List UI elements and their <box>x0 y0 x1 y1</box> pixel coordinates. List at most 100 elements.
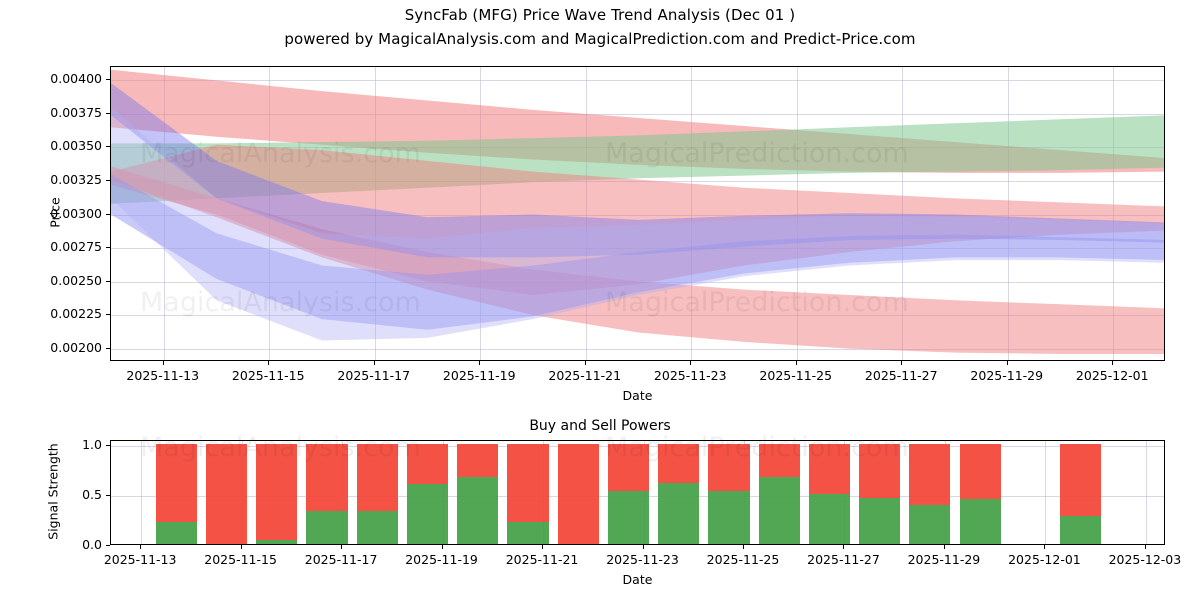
sell-power-segment <box>155 444 197 522</box>
x-axis-tick-label: 2025-11-17 <box>304 552 378 567</box>
buy-power-segment <box>859 498 901 544</box>
x-axis-tick-label: 2025-11-21 <box>548 368 622 383</box>
grid-line-h <box>111 80 1164 82</box>
signal-bar[interactable] <box>859 444 901 544</box>
x-axis-tick-label: 2025-11-29 <box>907 552 981 567</box>
signal-bar[interactable] <box>1059 444 1102 544</box>
sell-power-segment <box>507 444 549 522</box>
x-axis-tick-label: 2025-11-23 <box>606 552 679 567</box>
y-tick <box>106 445 110 446</box>
y-tick <box>106 79 110 81</box>
buy-power-segment <box>356 511 398 544</box>
sell-power-segment <box>708 444 750 491</box>
signal-bar[interactable] <box>708 444 750 544</box>
y-tick <box>106 347 110 349</box>
buy-sell-chart-title: Buy and Sell Powers <box>529 418 671 434</box>
signal-bar[interactable] <box>356 444 398 544</box>
signal-bar[interactable] <box>607 444 650 544</box>
buy-power-segment <box>457 477 499 544</box>
x-tick <box>1044 545 1046 549</box>
y-tick <box>106 179 110 181</box>
x-axis-tick-label: 2025-11-13 <box>126 368 200 383</box>
price-band-layer <box>111 69 1164 354</box>
buy-power-segment <box>909 505 951 544</box>
signal-bar[interactable] <box>155 444 197 544</box>
x-tick <box>1112 361 1114 365</box>
x-tick <box>901 361 903 365</box>
x-tick <box>743 545 744 549</box>
signal-bar[interactable] <box>909 444 951 544</box>
signal-bar[interactable] <box>808 444 850 544</box>
signal-bar[interactable] <box>205 444 248 544</box>
grid-line-v <box>1045 441 1047 544</box>
sell-power-segment <box>909 444 951 505</box>
price-band-red-lower-cone <box>111 166 1164 354</box>
x-axis-tick-label: 2025-12-01 <box>1075 368 1149 383</box>
x-tick <box>1006 361 1008 365</box>
grid-line-v <box>1145 441 1147 544</box>
signal-x-axis-title: Date <box>622 572 653 587</box>
y-axis-tick-label: 0.00225 <box>50 306 102 322</box>
x-axis-tick-label: 2025-11-25 <box>759 368 833 383</box>
y-tick <box>106 495 110 496</box>
buy-power-segment <box>808 494 850 544</box>
buy-power-segment <box>406 484 449 544</box>
buy-power-segment <box>306 511 348 544</box>
x-axis-tick-label: 2025-11-25 <box>706 552 780 567</box>
buy-power-segment <box>959 499 1001 544</box>
signal-y-axis-title: Signal Strength <box>45 442 61 540</box>
y-tick <box>106 280 110 282</box>
x-tick <box>843 545 845 549</box>
x-axis-tick-label: 2025-11-27 <box>864 368 938 383</box>
grid-line-v <box>141 441 143 544</box>
x-tick <box>584 361 586 365</box>
sell-power-segment <box>607 444 650 491</box>
price-band-blue-upper <box>111 83 1164 258</box>
sell-power-segment <box>959 444 1001 499</box>
x-axis-tick-label: 2025-11-13 <box>103 552 177 567</box>
x-axis-tick-label: 2025-12-01 <box>1008 552 1081 567</box>
signal-bar[interactable] <box>256 444 298 544</box>
grid-line-h <box>111 348 1164 350</box>
buy-power-segment <box>155 522 197 544</box>
signal-bar[interactable] <box>406 444 449 544</box>
x-tick <box>795 361 797 365</box>
grid-line-h <box>111 113 1164 115</box>
x-tick <box>341 545 343 549</box>
y-tick <box>106 213 110 215</box>
buy-power-segment <box>708 491 750 544</box>
x-axis-tick-label: 2025-11-19 <box>442 368 516 383</box>
y-tick <box>106 247 110 249</box>
y-tick <box>106 314 110 316</box>
y-axis-tick-label: 0.5 <box>82 487 102 502</box>
signal-bar[interactable] <box>658 444 700 544</box>
buy-power-segment <box>1059 516 1102 544</box>
x-axis-tick-label: 2025-11-15 <box>204 552 277 567</box>
buy-sell-chart <box>110 440 1165 545</box>
x-tick <box>162 361 164 365</box>
x-tick <box>1144 545 1146 549</box>
x-tick <box>542 545 544 549</box>
sell-power-segment <box>859 444 901 498</box>
sell-power-segment <box>557 444 599 544</box>
y-axis-tick-label: 0.00375 <box>50 104 102 120</box>
sell-power-segment <box>658 444 700 483</box>
signal-bar[interactable] <box>758 444 800 544</box>
signal-bar[interactable] <box>959 444 1001 544</box>
price-band-blue-pale-wide <box>111 107 1164 341</box>
buy-power-segment <box>758 477 800 544</box>
signal-bar[interactable] <box>557 444 599 544</box>
x-tick <box>479 361 481 365</box>
signal-bar[interactable] <box>507 444 549 544</box>
x-tick <box>642 545 644 549</box>
y-axis-tick-label: 1.0 <box>82 437 102 452</box>
buy-power-segment <box>256 540 298 544</box>
buy-power-segment <box>658 483 700 544</box>
x-tick <box>690 361 692 365</box>
x-axis-tick-label: 2025-11-29 <box>970 368 1044 383</box>
sell-power-segment <box>758 444 800 477</box>
signal-bar[interactable] <box>306 444 348 544</box>
x-axis-tick-label: 2025-11-15 <box>231 368 305 383</box>
price-x-axis-title: Date <box>622 388 653 403</box>
signal-bar[interactable] <box>457 444 499 544</box>
